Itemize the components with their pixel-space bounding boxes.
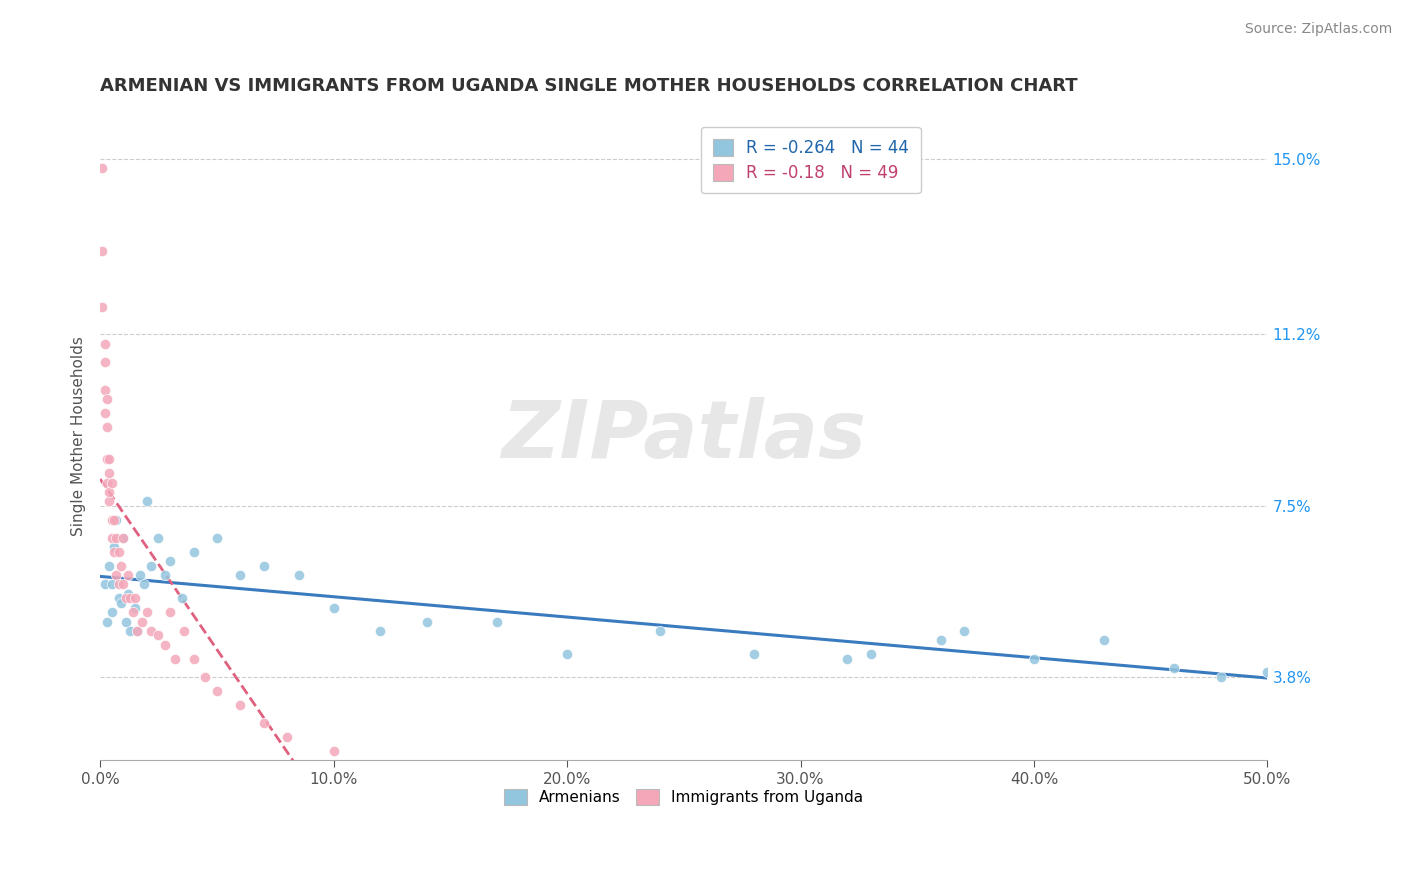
Point bbox=[859, 647, 882, 661]
Point bbox=[105, 513, 128, 527]
Point bbox=[120, 591, 142, 606]
Point bbox=[131, 615, 153, 629]
Point bbox=[134, 577, 156, 591]
Point bbox=[91, 161, 114, 175]
Point bbox=[96, 475, 118, 490]
Point bbox=[117, 587, 139, 601]
Point bbox=[159, 554, 181, 568]
Point bbox=[120, 624, 142, 638]
Point bbox=[287, 568, 309, 582]
Text: ZIPatlas: ZIPatlas bbox=[502, 397, 866, 475]
Point bbox=[114, 615, 136, 629]
Point bbox=[252, 558, 274, 573]
Point bbox=[91, 244, 114, 259]
Point bbox=[742, 647, 765, 661]
Point bbox=[163, 651, 186, 665]
Point bbox=[205, 531, 228, 545]
Point bbox=[124, 591, 146, 606]
Point bbox=[252, 716, 274, 731]
Point bbox=[121, 605, 143, 619]
Point bbox=[96, 420, 118, 434]
Point bbox=[112, 531, 135, 545]
Point bbox=[105, 568, 128, 582]
Point bbox=[135, 494, 157, 508]
Point bbox=[98, 467, 121, 481]
Point bbox=[1256, 665, 1278, 680]
Point bbox=[107, 545, 129, 559]
Point bbox=[159, 605, 181, 619]
Point bbox=[105, 531, 128, 545]
Point bbox=[110, 596, 132, 610]
Point bbox=[94, 577, 117, 591]
Point bbox=[1092, 633, 1115, 648]
Point bbox=[183, 545, 205, 559]
Point bbox=[98, 452, 121, 467]
Point bbox=[96, 392, 118, 407]
Point bbox=[110, 558, 132, 573]
Point bbox=[416, 615, 439, 629]
Point bbox=[170, 591, 193, 606]
Point bbox=[155, 638, 177, 652]
Point bbox=[101, 577, 124, 591]
Legend: Armenians, Immigrants from Uganda: Armenians, Immigrants from Uganda bbox=[498, 783, 870, 811]
Point bbox=[98, 558, 121, 573]
Point bbox=[229, 568, 252, 582]
Point bbox=[91, 300, 114, 314]
Point bbox=[94, 406, 117, 420]
Point bbox=[101, 513, 124, 527]
Point bbox=[173, 624, 195, 638]
Point bbox=[837, 651, 859, 665]
Point bbox=[276, 730, 298, 744]
Point bbox=[555, 647, 578, 661]
Point bbox=[94, 383, 117, 397]
Point bbox=[96, 452, 118, 467]
Point bbox=[103, 513, 125, 527]
Point bbox=[98, 494, 121, 508]
Point bbox=[101, 475, 124, 490]
Point bbox=[101, 605, 124, 619]
Point bbox=[368, 624, 391, 638]
Point bbox=[112, 577, 135, 591]
Point bbox=[194, 670, 217, 684]
Point bbox=[148, 628, 170, 642]
Point bbox=[929, 633, 952, 648]
Y-axis label: Single Mother Households: Single Mother Households bbox=[72, 336, 86, 536]
Text: Source: ZipAtlas.com: Source: ZipAtlas.com bbox=[1244, 22, 1392, 37]
Point bbox=[114, 591, 136, 606]
Text: ARMENIAN VS IMMIGRANTS FROM UGANDA SINGLE MOTHER HOUSEHOLDS CORRELATION CHART: ARMENIAN VS IMMIGRANTS FROM UGANDA SINGL… bbox=[100, 78, 1078, 95]
Point bbox=[155, 568, 177, 582]
Point bbox=[183, 651, 205, 665]
Point bbox=[205, 684, 228, 698]
Point bbox=[953, 624, 976, 638]
Point bbox=[127, 624, 149, 638]
Point bbox=[1163, 661, 1185, 675]
Point bbox=[103, 541, 125, 555]
Point bbox=[127, 624, 149, 638]
Point bbox=[94, 336, 117, 351]
Point bbox=[486, 615, 509, 629]
Point bbox=[1022, 651, 1045, 665]
Point bbox=[141, 624, 163, 638]
Point bbox=[124, 600, 146, 615]
Point bbox=[101, 531, 124, 545]
Point bbox=[322, 600, 344, 615]
Point bbox=[392, 763, 415, 777]
Point bbox=[229, 698, 252, 712]
Point bbox=[103, 545, 125, 559]
Point bbox=[322, 744, 344, 758]
Point bbox=[141, 558, 163, 573]
Point bbox=[148, 531, 170, 545]
Point bbox=[117, 568, 139, 582]
Point bbox=[112, 531, 135, 545]
Point bbox=[107, 591, 129, 606]
Point bbox=[650, 624, 672, 638]
Point bbox=[107, 577, 129, 591]
Point bbox=[135, 605, 157, 619]
Point bbox=[94, 355, 117, 369]
Point bbox=[96, 615, 118, 629]
Point bbox=[1209, 670, 1232, 684]
Point bbox=[98, 484, 121, 499]
Point bbox=[128, 568, 150, 582]
